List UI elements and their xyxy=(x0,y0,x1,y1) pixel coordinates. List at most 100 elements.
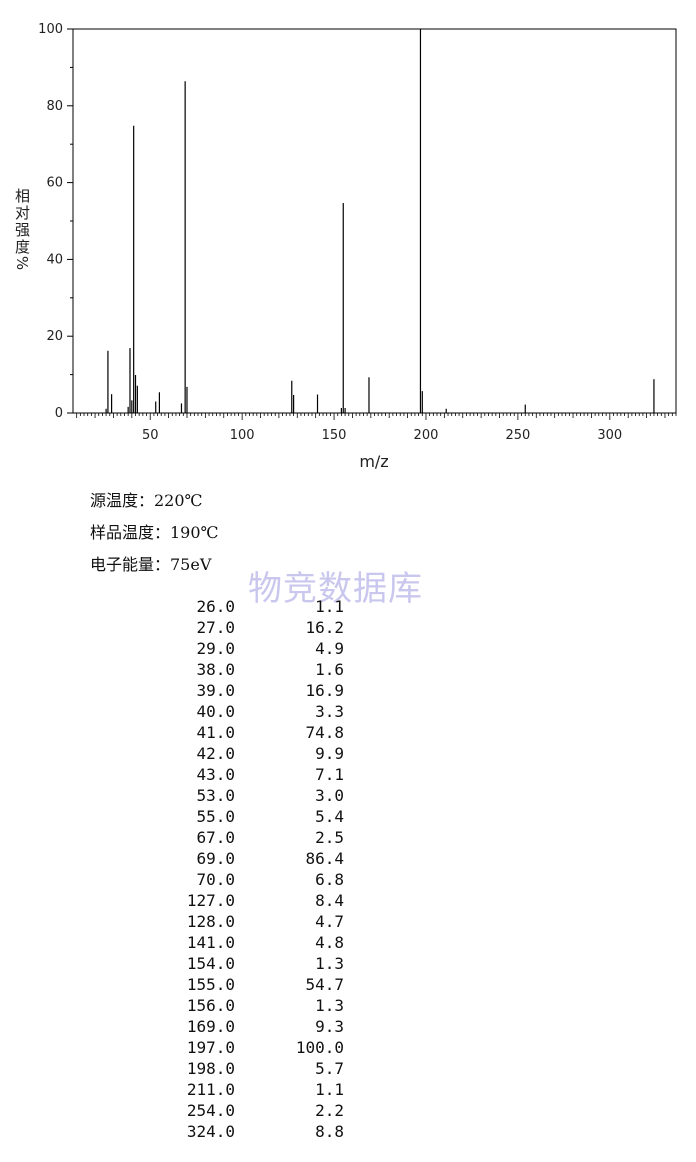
mz-cell: 53.0 xyxy=(196,786,235,805)
abundance-cell: 2.2 xyxy=(315,1101,344,1120)
table-row: 197.0 100.0 xyxy=(150,1037,344,1058)
mz-cell: 155.0 xyxy=(186,975,235,994)
abundance-cell: 1.3 xyxy=(315,954,344,973)
abundance-cell: 8.4 xyxy=(315,891,344,910)
table-row: 55.0 5.4 xyxy=(150,806,344,827)
y-tick-label: 40 xyxy=(46,252,63,267)
abundance-cell: 4.7 xyxy=(315,912,344,931)
table-row: 67.0 2.5 xyxy=(150,827,344,848)
abundance-cell: 1.6 xyxy=(315,660,344,679)
table-row: 42.0 9.9 xyxy=(150,743,344,764)
mz-cell: 211.0 xyxy=(186,1080,235,1099)
x-tick-label: 250 xyxy=(505,428,530,443)
abundance-cell: 1.1 xyxy=(315,1080,344,1099)
abundance-cell: 9.3 xyxy=(315,1017,344,1036)
table-row: 39.0 16.9 xyxy=(150,680,344,701)
abundance-cell: 54.7 xyxy=(305,975,344,994)
table-row: 70.0 6.8 xyxy=(150,869,344,890)
table-row: 43.0 7.1 xyxy=(150,764,344,785)
table-row: 40.0 3.3 xyxy=(150,701,344,722)
table-row: 128.0 4.7 xyxy=(150,911,344,932)
table-row: 26.0 1.1 xyxy=(150,596,344,617)
table-row: 211.0 1.1 xyxy=(150,1079,344,1100)
table-row: 154.0 1.3 xyxy=(150,953,344,974)
x-tick-label: 300 xyxy=(597,428,622,443)
mz-cell: 127.0 xyxy=(186,891,235,910)
table-row: 53.0 3.0 xyxy=(150,785,344,806)
x-axis-label: m/z xyxy=(359,452,388,471)
table-row: 38.0 1.6 xyxy=(150,659,344,680)
mz-cell: 198.0 xyxy=(186,1059,235,1078)
x-tick-label: 150 xyxy=(322,428,347,443)
mz-cell: 169.0 xyxy=(186,1017,235,1036)
mz-cell: 39.0 xyxy=(196,681,235,700)
mz-cell: 26.0 xyxy=(196,597,235,616)
abundance-cell: 6.8 xyxy=(315,870,344,889)
mz-cell: 40.0 xyxy=(196,702,235,721)
mz-cell: 55.0 xyxy=(196,807,235,826)
sample-temperature: 样品温度：190℃ xyxy=(90,523,219,542)
y-tick-label: 0 xyxy=(55,406,63,421)
abundance-cell: 74.8 xyxy=(305,723,344,742)
mz-cell: 70.0 xyxy=(196,870,235,889)
plot-frame xyxy=(72,28,677,414)
electron-energy: 电子能量：75eV xyxy=(90,555,212,574)
mz-cell: 324.0 xyxy=(186,1122,235,1141)
abundance-cell: 7.1 xyxy=(315,765,344,784)
table-row: 156.0 1.3 xyxy=(150,995,344,1016)
x-tick-label: 200 xyxy=(414,428,439,443)
mz-cell: 254.0 xyxy=(186,1101,235,1120)
table-row: 141.0 4.8 xyxy=(150,932,344,953)
mass-spectrum-chart: 0 20 40 60 80 100 50 100 150 200 250 300 m/z 相对强度% xyxy=(13,22,677,471)
abundance-cell: 86.4 xyxy=(305,849,344,868)
abundance-cell: 100.0 xyxy=(295,1038,344,1057)
table-row: 155.0 54.7 xyxy=(150,974,344,995)
abundance-cell: 8.8 xyxy=(315,1122,344,1141)
mz-cell: 29.0 xyxy=(196,639,235,658)
abundance-cell: 5.7 xyxy=(315,1059,344,1078)
table-row: 324.0 8.8 xyxy=(150,1121,344,1142)
mz-cell: 27.0 xyxy=(196,618,235,637)
y-tick-label: 100 xyxy=(38,22,63,37)
y-tick-label: 20 xyxy=(46,329,63,344)
abundance-cell: 16.9 xyxy=(305,681,344,700)
abundance-cell: 4.8 xyxy=(315,933,344,952)
mz-cell: 42.0 xyxy=(196,744,235,763)
table-row: 169.0 9.3 xyxy=(150,1016,344,1037)
source-temperature: 源温度：220℃ xyxy=(90,491,203,510)
table-row: 41.0 74.8 xyxy=(150,722,344,743)
abundance-cell: 9.9 xyxy=(315,744,344,763)
watermark: 物竞数据库 xyxy=(248,569,423,609)
peak-table: 26.0 1.1 27.0 16.2 29.0 4.9 38.0 1.6 39.0 16.9 40.… xyxy=(150,596,344,1142)
x-tick-label: 100 xyxy=(230,428,255,443)
abundance-cell: 16.2 xyxy=(305,618,344,637)
mz-cell: 141.0 xyxy=(186,933,235,952)
y-tick-label: 80 xyxy=(46,99,63,114)
abundance-cell: 3.0 xyxy=(315,786,344,805)
table-row: 198.0 5.7 xyxy=(150,1058,344,1079)
abundance-cell: 2.5 xyxy=(315,828,344,847)
mz-cell: 154.0 xyxy=(186,954,235,973)
y-tick-label: 60 xyxy=(46,176,63,191)
spectrum-peaks xyxy=(105,29,655,413)
abundance-cell: 3.3 xyxy=(315,702,344,721)
abundance-cell: 1.1 xyxy=(315,597,344,616)
mz-cell: 197.0 xyxy=(186,1038,235,1057)
mz-cell: 69.0 xyxy=(196,849,235,868)
mz-cell: 67.0 xyxy=(196,828,235,847)
x-axis: 50 100 150 200 250 300 xyxy=(76,413,677,443)
mz-cell: 156.0 xyxy=(186,996,235,1015)
table-row: 69.0 86.4 xyxy=(150,848,344,869)
abundance-cell: 4.9 xyxy=(315,639,344,658)
mz-cell: 41.0 xyxy=(196,723,235,742)
abundance-cell: 5.4 xyxy=(315,807,344,826)
mz-cell: 43.0 xyxy=(196,765,235,784)
table-row: 29.0 4.9 xyxy=(150,638,344,659)
table-row: 27.0 16.2 xyxy=(150,617,344,638)
table-row: 254.0 2.2 xyxy=(150,1100,344,1121)
mz-cell: 128.0 xyxy=(186,912,235,931)
table-row: 127.0 8.4 xyxy=(150,890,344,911)
mz-cell: 38.0 xyxy=(196,660,235,679)
abundance-cell: 1.3 xyxy=(315,996,344,1015)
y-axis-label: 相对强度% xyxy=(13,188,31,272)
